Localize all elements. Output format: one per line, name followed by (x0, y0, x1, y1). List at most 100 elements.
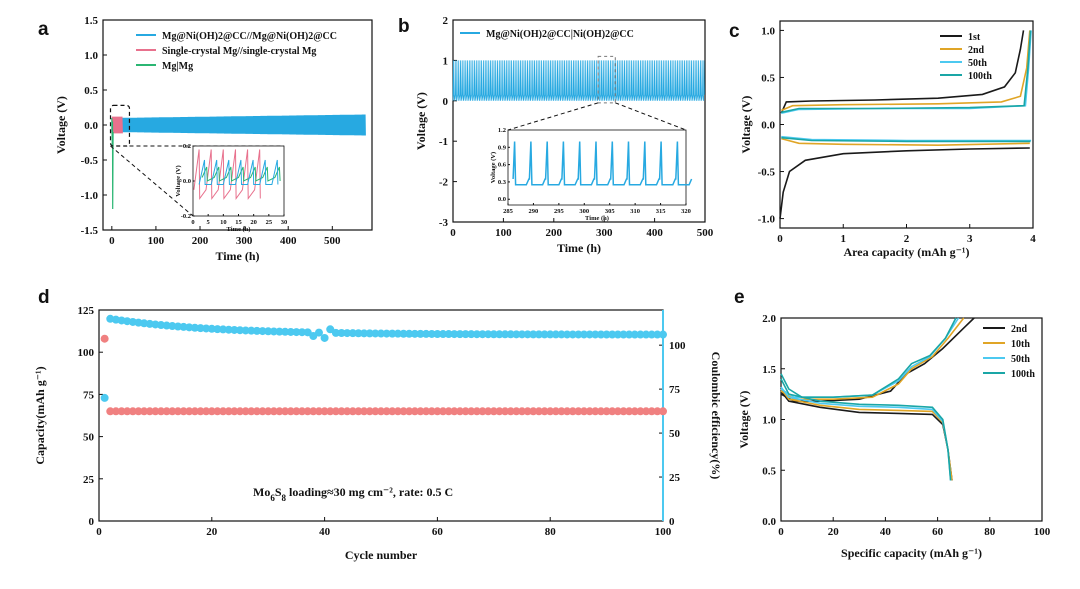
legend-entry: 10th (1011, 339, 1030, 350)
data-point (608, 330, 617, 339)
legend-entry: 2nd (968, 45, 985, 56)
data-point (298, 407, 307, 416)
data-point (382, 407, 391, 416)
x-tick-label: 100 (655, 526, 672, 538)
panel-letter-b: b (398, 16, 410, 37)
data-point (416, 407, 425, 416)
data-point (534, 407, 543, 416)
y-tick-label: 0.2 (183, 143, 191, 150)
x-tick-label: 0 (96, 526, 102, 538)
zoom-box (597, 55, 616, 104)
data-point (151, 407, 160, 416)
x-tick-label: 20 (250, 219, 257, 226)
data-point (512, 330, 521, 339)
data-point (602, 330, 611, 339)
data-point (613, 407, 622, 416)
plot-frame (507, 129, 687, 206)
data-point (196, 407, 205, 416)
data-point (207, 407, 216, 416)
x-tick-label: 500 (697, 227, 714, 239)
data-point (534, 330, 543, 339)
panel-letter-a: a (38, 19, 49, 40)
panel-letter-e: e (734, 287, 745, 308)
zoom-connector (507, 102, 599, 131)
data-point (326, 407, 335, 416)
data-point (354, 329, 363, 338)
data-point (506, 330, 515, 339)
data-point (455, 407, 464, 416)
x-axis-label: Cycle number (345, 548, 418, 562)
data-point (580, 407, 589, 416)
data-point (252, 407, 261, 416)
panel-letter-d: d (38, 287, 50, 308)
y-tick-label: 0.9 (498, 144, 507, 151)
y-tick-label: 0 (443, 96, 449, 108)
data-point (546, 407, 555, 416)
data-point (298, 328, 307, 337)
data-point (653, 407, 662, 416)
data-point (354, 407, 363, 416)
data-point (472, 407, 481, 416)
data-point (264, 327, 273, 336)
data-point (106, 407, 115, 416)
y-tick-label: 1.5 (762, 364, 776, 376)
data-point (388, 407, 397, 416)
y-tick-label: 0.6 (498, 162, 507, 169)
y-tick-label: 0.0 (183, 178, 191, 185)
x-axis-label: Time (h) (227, 226, 251, 233)
x-tick-label: 100 (148, 235, 165, 247)
data-point (275, 407, 284, 416)
x-tick-label: 300 (579, 208, 589, 215)
data-point (365, 329, 374, 338)
panel-letter-c: c (729, 21, 740, 42)
data-point (427, 407, 436, 416)
data-point (636, 407, 645, 416)
y-tick-label: -1.5 (81, 225, 99, 237)
data-point (360, 407, 369, 416)
data-point (371, 407, 380, 416)
data-point (444, 330, 453, 339)
x-tick-label: 4 (1030, 233, 1036, 245)
x-tick-label: 2 (904, 233, 910, 245)
inset-series-line (512, 141, 693, 186)
data-point (568, 330, 577, 339)
y-axis-label: Voltage (V) (175, 165, 182, 196)
y-tick-label: 1.5 (84, 15, 98, 27)
y-tick-label: -2 (439, 177, 449, 189)
y-axis-label: Voltage (V) (739, 96, 753, 154)
x-tick-label: 80 (984, 526, 996, 538)
series-line (780, 30, 1025, 114)
data-point (501, 330, 510, 339)
data-point (659, 407, 667, 416)
y2-tick-label: 0 (669, 516, 675, 528)
data-point (377, 407, 385, 416)
data-point (314, 328, 323, 337)
x-tick-label: 60 (932, 526, 944, 538)
legend-entry: 100th (1011, 369, 1035, 380)
data-point (642, 407, 651, 416)
data-point (213, 325, 222, 334)
series-line (779, 147, 1030, 219)
data-point (179, 407, 188, 416)
data-point (393, 329, 402, 338)
data-point (422, 329, 431, 338)
legend-entry: 1st (968, 32, 981, 43)
x-tick-label: 15 (235, 219, 242, 226)
series-line (111, 116, 123, 134)
data-point (642, 330, 651, 339)
x-tick-label: 400 (646, 227, 663, 239)
data-point (399, 407, 408, 416)
data-point (540, 407, 549, 416)
data-point (551, 330, 560, 339)
data-point (134, 407, 143, 416)
x-tick-label: 295 (554, 208, 565, 215)
x-tick-label: 0 (778, 526, 784, 538)
y2-tick-label: 75 (669, 384, 681, 396)
data-point (563, 407, 572, 416)
x-tick-label: 200 (546, 227, 563, 239)
y-tick-label: 1 (443, 55, 449, 67)
legend-entry: Mg|Mg (162, 61, 193, 72)
data-point (630, 407, 639, 416)
data-point (523, 407, 532, 416)
data-point (478, 407, 487, 416)
